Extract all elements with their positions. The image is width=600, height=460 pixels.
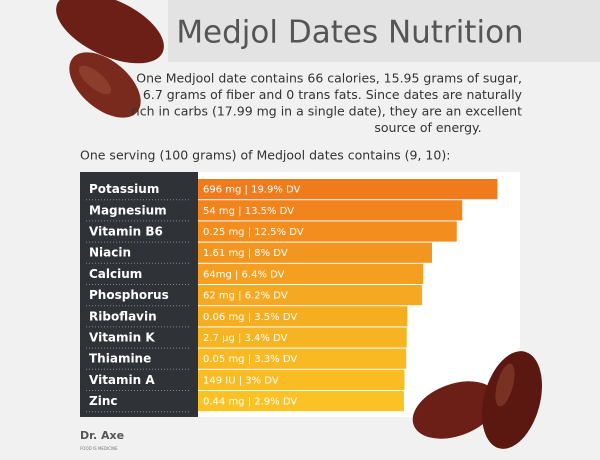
value-label: 0.25 mg | 12.5% DV	[203, 227, 304, 238]
category-label: Vitamin A	[89, 373, 155, 387]
description-line: 6.7 grams of fiber and 0 trans fats. Sin…	[143, 87, 523, 102]
bar	[198, 285, 423, 306]
value-label: 64mg | 6.4% DV	[203, 269, 285, 280]
subtitle: One serving (100 grams) of Medjool dates…	[80, 148, 450, 163]
bar	[198, 369, 405, 390]
value-label: 54 mg | 13.5% DV	[203, 206, 294, 217]
value-label: 2.7 µg | 3.4% DV	[203, 333, 288, 344]
brand: Dr. Axe	[80, 429, 124, 442]
category-label: Magnesium	[89, 203, 167, 217]
value-label: 0.05 mg | 3.3% DV	[203, 354, 297, 365]
category-label: Thiamine	[89, 352, 151, 366]
category-label: Phosphorus	[89, 288, 169, 302]
bar	[198, 306, 408, 327]
bar	[198, 221, 457, 242]
value-label: 696 mg | 19.9% DV	[203, 185, 301, 196]
bar	[198, 242, 432, 263]
category-label: Vitamin B6	[89, 225, 163, 239]
value-label: 0.44 mg | 2.9% DV	[203, 397, 297, 408]
bar	[198, 263, 424, 284]
category-label: Vitamin K	[89, 331, 155, 345]
brand-tagline: FOOD IS MEDICINE	[80, 446, 118, 451]
category-label: Niacin	[89, 246, 131, 260]
description-line: source of energy.	[374, 120, 481, 135]
bar	[198, 179, 498, 200]
description-line: One Medjool date contains 66 calories, 1…	[136, 71, 522, 86]
chart-title: Medjol Dates Nutrition	[176, 15, 523, 51]
title-band	[168, 0, 600, 62]
value-label: 0.06 mg | 3.5% DV	[203, 312, 297, 323]
bar	[198, 327, 407, 348]
category-label: Zinc	[89, 394, 117, 408]
category-label: Riboflavin	[89, 309, 157, 323]
dates-top	[56, 0, 164, 118]
value-label: 62 mg | 6.2% DV	[203, 291, 288, 302]
label-panel	[80, 172, 198, 417]
value-label: 1.61 mg | 8% DV	[203, 248, 288, 259]
description-line: rich in carbs (17.99 mg in a single date…	[131, 104, 522, 119]
dates-bottom	[412, 351, 542, 449]
category-label: Calcium	[89, 267, 142, 281]
bar	[198, 348, 407, 369]
bar	[198, 391, 404, 412]
value-label: 149 IU | 3% DV	[203, 375, 279, 386]
bar	[198, 200, 463, 221]
category-label: Potassium	[89, 182, 159, 196]
